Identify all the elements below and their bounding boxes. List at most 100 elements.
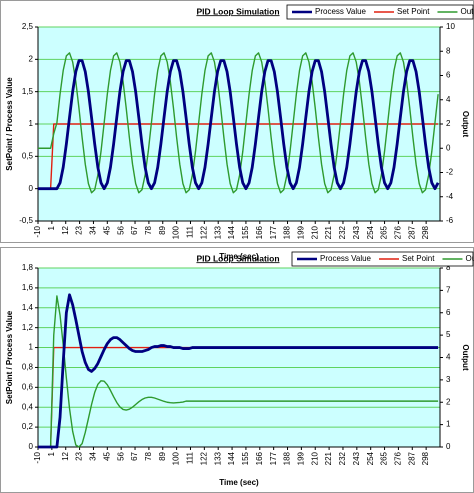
y2-tick-label: 2	[446, 397, 451, 406]
y-tick-label: 0,2	[22, 422, 34, 431]
x-tick-label: 287	[407, 451, 416, 465]
x-tick-label: 243	[352, 225, 361, 239]
y-tick-label: 0,8	[22, 363, 34, 372]
y-tick-label: 2,5	[22, 22, 34, 31]
x-tick-label: 254	[366, 225, 375, 239]
x-tick-label: 100	[172, 451, 181, 465]
y-tick-label: 1,2	[22, 323, 34, 332]
x-axis-label: Time (sec)	[219, 252, 259, 261]
y2-axis-label: Output	[461, 111, 470, 138]
x-tick-label: 298	[421, 225, 430, 239]
x-tick-label: 254	[366, 451, 375, 465]
x-tick-label: 243	[352, 451, 361, 465]
y-tick-label: 0,5	[22, 151, 34, 160]
x-tick-label: 133	[213, 225, 222, 239]
x-tick-label: 100	[172, 225, 181, 239]
x-tick-label: 34	[89, 225, 98, 234]
y-tick-label: 0,4	[22, 402, 34, 411]
x-tick-label: 45	[102, 451, 111, 460]
x-tick-label: 56	[116, 451, 125, 460]
y-tick-label: 0	[29, 442, 34, 451]
y-tick-label: 2	[29, 54, 34, 63]
y-tick-label: 0,6	[22, 382, 34, 391]
y-axis-label: SetPoint / Process Value	[5, 310, 14, 404]
x-tick-label: 144	[227, 451, 236, 465]
chart-title: PID Loop Simulation	[196, 253, 279, 263]
x-tick-label: 45	[102, 225, 111, 234]
x-tick-label: 89	[158, 225, 167, 234]
x-tick-label: 298	[421, 451, 430, 465]
x-tick-label: -10	[33, 451, 42, 463]
x-tick-label: 12	[61, 451, 70, 460]
y2-tick-label: 1	[446, 420, 451, 429]
y2-tick-label: 6	[446, 308, 451, 317]
x-tick-label: 232	[338, 225, 347, 239]
x-tick-label: 276	[394, 451, 403, 465]
x-tick-label: 12	[61, 225, 70, 234]
y2-tick-label: 0	[446, 442, 451, 451]
x-tick-label: -10	[33, 225, 42, 237]
y-tick-label: 1,8	[22, 263, 34, 272]
x-tick-label: 155	[241, 225, 250, 239]
y-tick-label: -0,5	[19, 216, 33, 225]
y2-tick-label: 4	[446, 95, 451, 104]
y-axis-label: SetPoint / Process Value	[5, 77, 14, 171]
x-tick-label: 78	[144, 451, 153, 460]
x-tick-label: 232	[338, 451, 347, 465]
y-tick-label: 1,4	[22, 303, 34, 312]
x-tick-label: 67	[130, 451, 139, 460]
y2-tick-label: 5	[446, 330, 451, 339]
x-tick-label: 1	[47, 451, 56, 456]
series-line	[38, 52, 439, 194]
x-tick-label: 188	[283, 451, 292, 465]
y-tick-label: 1	[29, 343, 34, 352]
legend-label: Process Value	[320, 254, 372, 263]
x-tick-label: 221	[324, 451, 333, 465]
x-tick-label: 78	[144, 225, 153, 234]
y2-tick-label: 8	[446, 263, 451, 272]
x-tick-label: 111	[186, 451, 195, 464]
y2-tick-label: -4	[446, 192, 454, 201]
x-tick-label: 155	[241, 451, 250, 465]
y2-tick-label: 3	[446, 375, 451, 384]
y2-tick-label: 4	[446, 353, 451, 362]
plot-area	[37, 267, 441, 448]
y2-tick-label: 8	[446, 46, 451, 55]
x-tick-label: 199	[296, 451, 305, 465]
x-tick-label: 265	[380, 225, 389, 239]
x-tick-label: 67	[130, 225, 139, 234]
legend-label: Output	[465, 254, 474, 263]
x-tick-label: 287	[407, 225, 416, 239]
y-tick-label: 1,5	[22, 87, 34, 96]
x-tick-label: 111	[186, 225, 195, 238]
series-line	[38, 295, 439, 448]
y-tick-label: 1,6	[22, 283, 34, 292]
y2-tick-label: 0	[446, 143, 451, 152]
x-tick-label: 89	[158, 451, 167, 460]
y-tick-label: 1	[29, 119, 34, 128]
x-tick-label: 144	[227, 225, 236, 239]
x-tick-label: 166	[255, 451, 264, 465]
x-tick-label: 221	[324, 225, 333, 239]
x-tick-label: 166	[255, 225, 264, 239]
y2-tick-label: 6	[446, 71, 451, 80]
x-axis-label: Time (sec)	[219, 478, 259, 487]
series-line	[38, 293, 439, 449]
y-tick-label: 0	[29, 184, 34, 193]
x-tick-label: 199	[296, 225, 305, 239]
x-tick-label: 23	[75, 451, 84, 460]
x-tick-label: 133	[213, 451, 222, 465]
x-tick-label: 210	[310, 451, 319, 465]
x-tick-label: 122	[199, 451, 208, 465]
y2-tick-label: 2	[446, 119, 451, 128]
y2-tick-label: 7	[446, 285, 451, 294]
x-tick-label: 34	[89, 451, 98, 460]
chart-title: PID Loop Simulation	[196, 6, 279, 16]
legend-label: Process Value	[315, 7, 367, 16]
x-tick-label: 177	[269, 451, 278, 465]
y2-axis-label: Output	[461, 344, 470, 371]
y2-tick-label: 10	[446, 22, 455, 31]
legend-label: Set Point	[402, 254, 435, 263]
series-line	[38, 59, 440, 191]
